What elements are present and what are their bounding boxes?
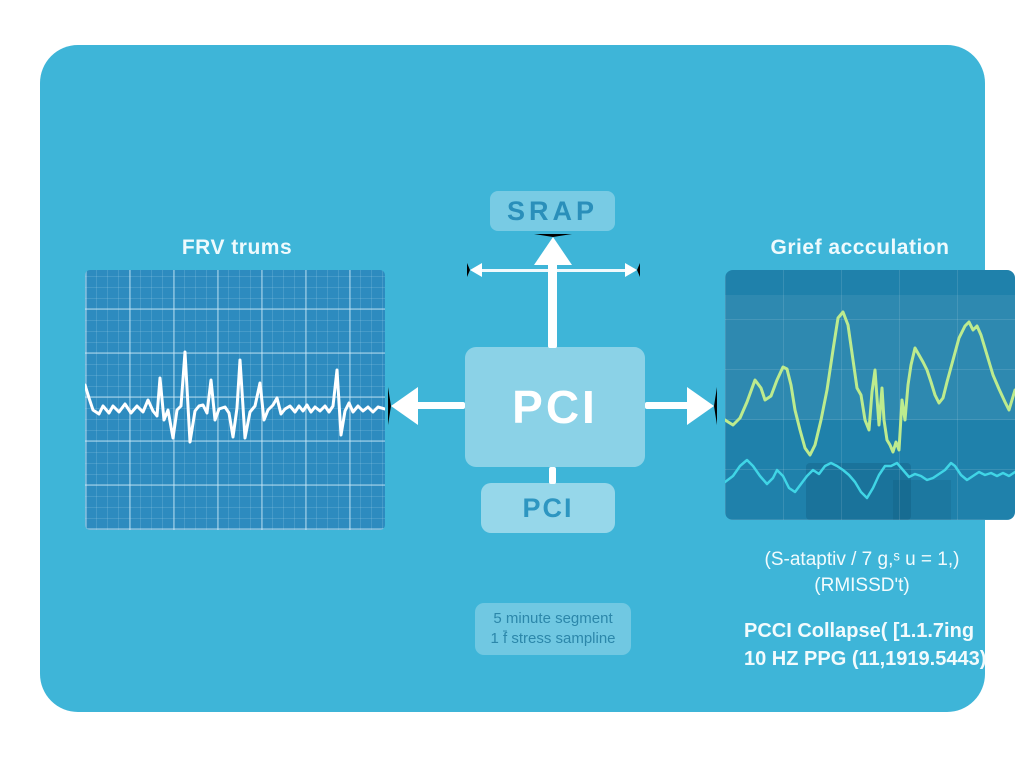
detail-annotation: PCCI Collapse( [1.1.7ing 10 HZ PPG (11,1… (744, 617, 1024, 673)
arrow-up-icon (534, 234, 572, 265)
connector-line (549, 467, 556, 484)
formula-annotation: (S-ataptiv / 7 g,ˢ u = 1,) (RMISSDʹt) (722, 547, 1002, 599)
formula-line-2: (RMISSDʹt) (814, 575, 910, 596)
srap-label: SRAP (506, 195, 598, 226)
pci-center-box: PCI (465, 347, 645, 467)
signal-primary-line (725, 310, 1015, 457)
arrow-right-icon (687, 387, 717, 425)
ecg-trace-chart (85, 350, 385, 444)
double-arrow-left-icon (467, 263, 482, 277)
signal-secondary-line (725, 458, 1015, 500)
left-panel-title: FRV trums (181, 236, 293, 259)
segment-note-box: 5 minute segment 1 f̄ stress sampline (475, 603, 631, 655)
srap-box: SRAP (490, 191, 615, 231)
segment-note-line1: 5 minute segment (493, 610, 613, 627)
arrow-up-shaft (548, 259, 557, 348)
detail-line-1: PCCI Collapse( [1.1.7ing (744, 620, 975, 642)
formula-line-1: (S-ataptiv / 7 g,ˢ u = 1,) (764, 549, 960, 570)
pci-output-label: PCI (522, 492, 574, 523)
ecg-trace-line (85, 350, 385, 444)
pci-center-label: PCI (512, 381, 598, 433)
segment-note-line2: 1 f̄ stress sampline (490, 630, 616, 647)
double-arrow-right-icon (625, 263, 640, 277)
pci-output-box: PCI (481, 483, 615, 533)
double-arrow-line (477, 269, 627, 272)
arrow-left-shaft (412, 402, 465, 409)
right-panel-title: Grief accculation (770, 236, 950, 259)
arrow-left-icon (388, 387, 418, 425)
signal-chart (725, 310, 1015, 500)
stress-signal-panel (725, 270, 1015, 520)
signal-panel-dark-patch-2 (893, 480, 952, 520)
diagram-canvas: SRAP FRV trums Grief accculation PCI (40, 45, 1015, 712)
detail-line-2: 10 HZ PPG (11,1919.5443) (744, 648, 987, 670)
arrow-right-shaft (645, 402, 689, 409)
ecg-waveform-panel (85, 270, 385, 530)
signal-panel-dark-patch (806, 462, 911, 520)
